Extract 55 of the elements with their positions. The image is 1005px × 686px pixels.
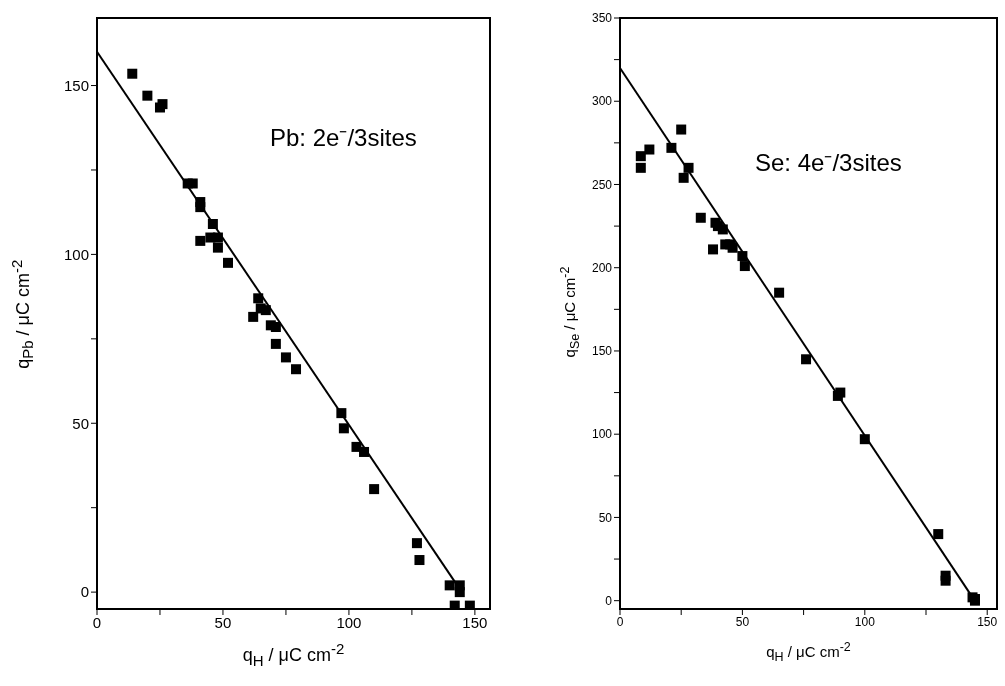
point (708, 244, 719, 255)
point (187, 178, 198, 189)
point (801, 354, 812, 365)
annotation: Pb: 2e⁻/3sites (270, 123, 417, 153)
point (338, 423, 349, 434)
x-tick-label: 0 (616, 614, 624, 629)
y-tick-label: 200 (591, 260, 613, 275)
x-tick-label: 50 (214, 613, 232, 631)
point (212, 242, 223, 253)
point (369, 484, 380, 495)
point (635, 151, 646, 162)
y-tick-label: 50 (72, 414, 89, 432)
x-tick-label: 150 (977, 614, 998, 629)
point (644, 144, 655, 155)
y-tick-label: 100 (591, 427, 613, 442)
annotation: Se: 4e⁻/3sites (755, 148, 902, 178)
point (449, 600, 460, 609)
y-tick-label: 100 (63, 245, 89, 263)
x-tick-label: 50 (735, 614, 750, 629)
y-tick-label: 0 (80, 583, 89, 601)
y-tick-label: 150 (591, 344, 613, 359)
point (280, 352, 291, 363)
y-tick-label: 350 (591, 11, 613, 26)
point (270, 322, 281, 333)
y-tick-label: 50 (598, 510, 613, 525)
point (444, 580, 455, 591)
x-tick-label: 150 (462, 613, 488, 631)
y-tick-label: 0 (605, 593, 613, 608)
x-tick-label: 100 (336, 613, 362, 631)
x-axis-title: q$_{H}$ / μC cm$^{-2}$ (241, 640, 346, 669)
point (291, 364, 302, 375)
point (142, 90, 153, 101)
y-tick-label: 300 (591, 94, 613, 109)
y-tick-label: 150 (63, 76, 89, 94)
point (223, 257, 233, 268)
point (933, 529, 944, 540)
point (195, 235, 206, 246)
x-tick-label: 100 (854, 614, 876, 629)
point (248, 311, 259, 322)
point (454, 587, 465, 598)
point (678, 172, 689, 183)
point (464, 600, 475, 609)
point (695, 212, 706, 223)
point (739, 261, 750, 272)
point (411, 538, 422, 549)
y-tick-label: 250 (591, 177, 613, 192)
point (414, 555, 425, 566)
x-tick-label: 0 (92, 613, 102, 631)
point (774, 287, 785, 298)
point (127, 68, 138, 79)
point (270, 338, 281, 349)
x-axis-title: q$_{H}$ / μC cm$^{-2}$ (765, 640, 852, 664)
point (940, 575, 951, 586)
point (635, 162, 646, 173)
point (676, 124, 687, 135)
